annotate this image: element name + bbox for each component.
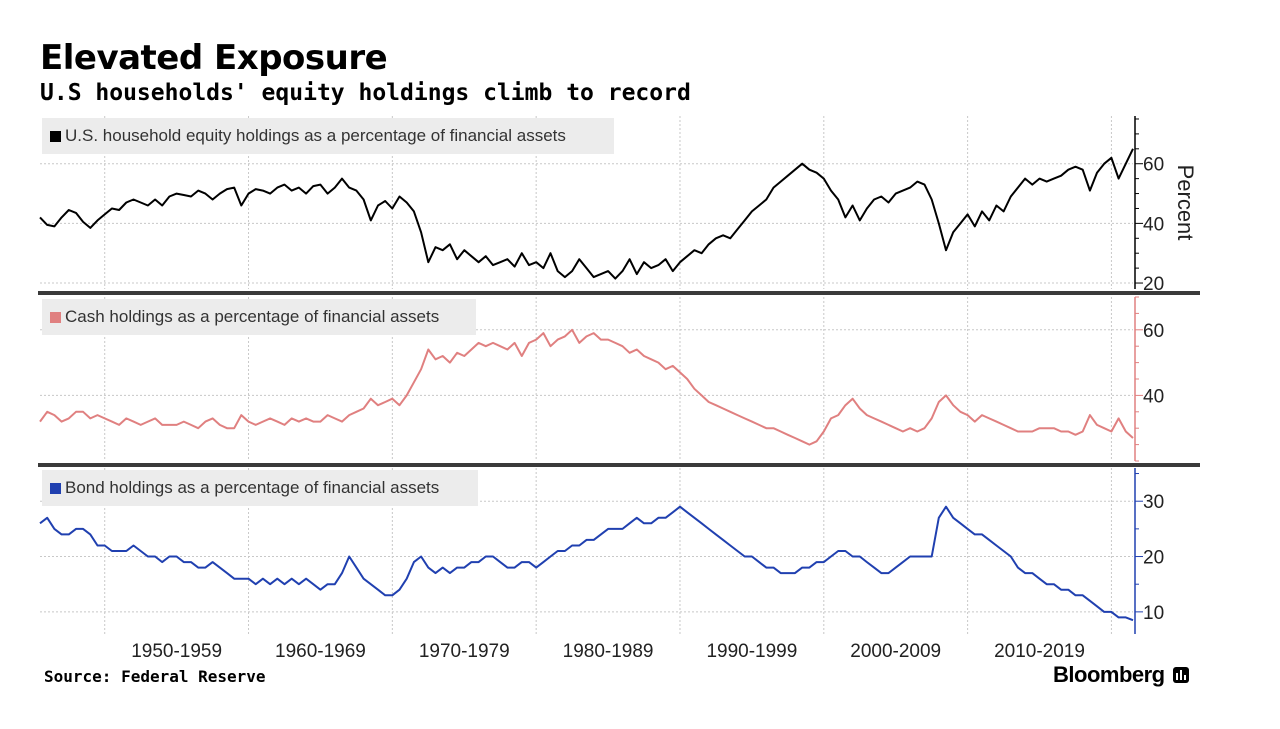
y-tick-label: 20 xyxy=(1143,548,1164,569)
y-tick-label: 10 xyxy=(1143,603,1164,624)
legend-label: Cash holdings as a percentage of financi… xyxy=(65,307,439,326)
series-line-3 xyxy=(39,505,1134,622)
legend-swatch xyxy=(50,483,61,494)
x-tick-label: 1950-1959 xyxy=(131,641,222,662)
legend-box xyxy=(42,118,614,154)
panel-1: U.S. household equity holdings as a perc… xyxy=(39,116,1198,295)
legend-box xyxy=(42,470,478,506)
legend-label: Bond holdings as a percentage of financi… xyxy=(65,478,439,497)
x-tick-label: 2000-2009 xyxy=(850,641,941,662)
series-line-1 xyxy=(39,148,1134,280)
x-tick-label: 1970-1979 xyxy=(419,641,510,662)
bloomberg-terminal-icon xyxy=(1172,667,1189,683)
legend-swatch xyxy=(50,131,61,142)
y-tick-label: 60 xyxy=(1143,321,1164,342)
panel-2: Cash holdings as a percentage of financi… xyxy=(39,296,1164,462)
y-tick-label: 40 xyxy=(1143,386,1164,407)
series-line-2 xyxy=(39,328,1134,446)
x-tick-label: 1980-1989 xyxy=(563,641,654,662)
chart-subtitle: U.S households' equity holdings climb to… xyxy=(40,80,691,106)
panel-separator xyxy=(38,463,1200,467)
source-note: Source: Federal Reserve xyxy=(44,667,266,686)
y-tick-label: 30 xyxy=(1143,492,1164,513)
y-tick-label: 60 xyxy=(1143,155,1164,176)
x-tick-label: 2010-2019 xyxy=(994,641,1085,662)
y-tick-label: 20 xyxy=(1143,274,1164,295)
x-tick-label: 1990-1999 xyxy=(706,641,797,662)
legend-box xyxy=(42,299,476,335)
brand-logo: Bloomberg xyxy=(1053,662,1189,688)
panel-3: Bond holdings as a percentage of financi… xyxy=(39,468,1164,634)
y-axis-label: Percent xyxy=(1173,165,1198,241)
y-tick-label: 40 xyxy=(1143,214,1164,235)
chart-title: Elevated Exposure xyxy=(40,38,388,78)
brand-name: Bloomberg xyxy=(1053,662,1165,687)
legend-swatch xyxy=(50,312,61,323)
panel-separator xyxy=(38,291,1200,295)
x-tick-label: 1960-1969 xyxy=(275,641,366,662)
legend-label: U.S. household equity holdings as a perc… xyxy=(65,126,566,145)
